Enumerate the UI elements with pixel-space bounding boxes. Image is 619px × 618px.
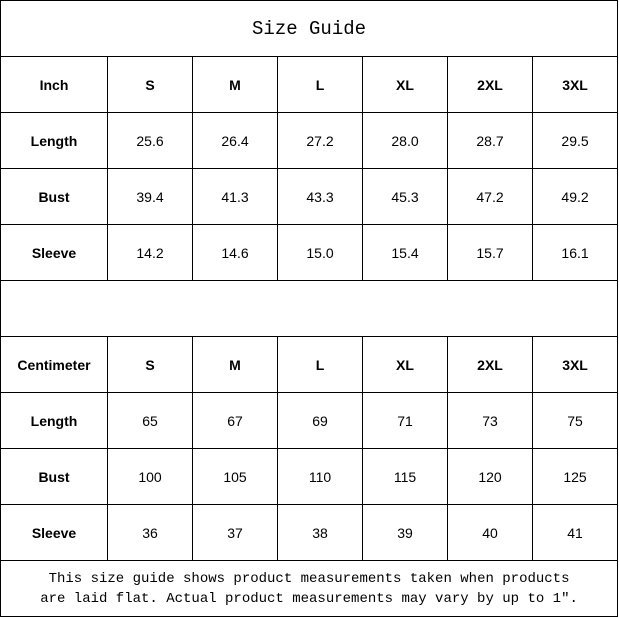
- table-cell: 75: [531, 392, 619, 449]
- footer-row: This size guide shows product measuremen…: [0, 560, 619, 617]
- table-cell: 69: [277, 392, 363, 449]
- row-label: Bust: [0, 448, 108, 505]
- row-label: Bust: [0, 168, 108, 225]
- size-header-3xl: 3XL: [531, 56, 619, 113]
- table-cell: 39.4: [107, 168, 193, 225]
- inch-header-row: Inch S M L XL 2XL 3XL: [0, 56, 619, 113]
- table-cell: 67: [192, 392, 278, 449]
- table-row: Length 65 67 69 71 73 75: [0, 392, 619, 449]
- table-cell: 16.1: [531, 224, 619, 281]
- table-cell: 71: [362, 392, 448, 449]
- size-header-xl: XL: [362, 336, 448, 393]
- row-label: Length: [0, 112, 108, 169]
- table-cell: 73: [447, 392, 533, 449]
- table-cell: 41: [531, 504, 619, 561]
- table-cell: 120: [447, 448, 533, 505]
- table-cell: 43.3: [277, 168, 363, 225]
- table-cell: 105: [192, 448, 278, 505]
- size-header-s: S: [107, 56, 193, 113]
- spacer-cell: [0, 280, 619, 337]
- size-header-l: L: [277, 336, 363, 393]
- table-cell: 27.2: [277, 112, 363, 169]
- size-header-m: M: [192, 56, 278, 113]
- size-header-2xl: 2XL: [447, 336, 533, 393]
- title-row: Size Guide: [0, 0, 619, 57]
- table-cell: 45.3: [362, 168, 448, 225]
- table-cell: 100: [107, 448, 193, 505]
- spacer-row: [0, 280, 619, 337]
- table-cell: 37: [192, 504, 278, 561]
- table-cell: 125: [531, 448, 619, 505]
- table-cell: 15.4: [362, 224, 448, 281]
- table-cell: 15.7: [447, 224, 533, 281]
- table-cell: 41.3: [192, 168, 278, 225]
- row-label: Sleeve: [0, 504, 108, 561]
- table-cell: 36: [107, 504, 193, 561]
- page-title: Size Guide: [0, 0, 619, 57]
- table-cell: 14.6: [192, 224, 278, 281]
- footer-line-1: This size guide shows product measuremen…: [48, 570, 570, 587]
- table-row: Sleeve 36 37 38 39 40 41: [0, 504, 619, 561]
- size-header-3xl: 3XL: [531, 336, 619, 393]
- table-cell: 110: [277, 448, 363, 505]
- table-row: Bust 39.4 41.3 43.3 45.3 47.2 49.2: [0, 168, 619, 225]
- table-row: Length 25.6 26.4 27.2 28.0 28.7 29.5: [0, 112, 619, 169]
- table-cell: 65: [107, 392, 193, 449]
- size-header-xl: XL: [362, 56, 448, 113]
- centimeter-header-row: Centimeter S M L XL 2XL 3XL: [0, 336, 619, 393]
- centimeter-unit-label: Centimeter: [0, 336, 108, 393]
- table-row: Bust 100 105 110 115 120 125: [0, 448, 619, 505]
- footer-note: This size guide shows product measuremen…: [0, 560, 619, 617]
- row-label: Length: [0, 392, 108, 449]
- size-header-m: M: [192, 336, 278, 393]
- table-cell: 29.5: [531, 112, 619, 169]
- row-label: Sleeve: [0, 224, 108, 281]
- table-cell: 40: [447, 504, 533, 561]
- size-header-2xl: 2XL: [447, 56, 533, 113]
- footer-line-2: are laid flat. Actual product measuremen…: [40, 590, 578, 607]
- table-cell: 49.2: [531, 168, 619, 225]
- table-cell: 39: [362, 504, 448, 561]
- table-cell: 25.6: [107, 112, 193, 169]
- table-cell: 26.4: [192, 112, 278, 169]
- size-header-l: L: [277, 56, 363, 113]
- inch-unit-label: Inch: [0, 56, 108, 113]
- table-cell: 28.0: [362, 112, 448, 169]
- table-cell: 15.0: [277, 224, 363, 281]
- table-cell: 47.2: [447, 168, 533, 225]
- size-header-s: S: [107, 336, 193, 393]
- table-row: Sleeve 14.2 14.6 15.0 15.4 15.7 16.1: [0, 224, 619, 281]
- table-cell: 28.7: [447, 112, 533, 169]
- table-cell: 38: [277, 504, 363, 561]
- table-cell: 115: [362, 448, 448, 505]
- table-cell: 14.2: [107, 224, 193, 281]
